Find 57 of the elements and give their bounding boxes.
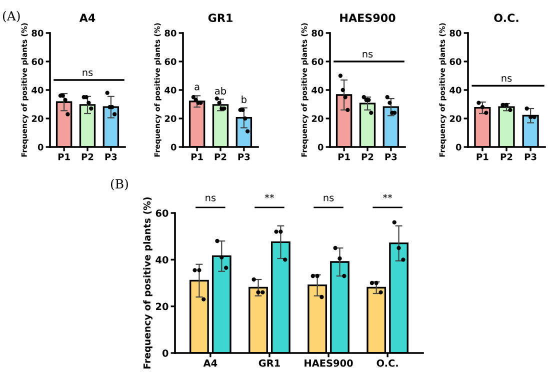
y-tick-label: 20 (450, 115, 462, 122)
annotation: a (194, 84, 200, 90)
annotation: ns (362, 52, 373, 58)
y-tick-label: 60 (312, 58, 324, 66)
y-tick-label: 40 (164, 86, 176, 94)
text: (A) (2, 10, 20, 22)
y-tick-label: 40 (156, 256, 168, 264)
annotation: ns (502, 76, 512, 82)
y-tick-label: 80 (32, 30, 44, 37)
y-tick-label: 0 (38, 144, 44, 151)
x-tick-label: P1 (338, 154, 350, 160)
y-tick-label: 60 (164, 58, 176, 66)
text: ** (383, 194, 392, 198)
annotation: ab (215, 87, 226, 95)
y-tick-label: 20 (32, 115, 44, 122)
y-tick-label: 20 (156, 302, 168, 310)
x-tick-label: P2 (362, 153, 374, 160)
x-tick-label: A4 (203, 360, 218, 367)
text: ** (264, 194, 274, 198)
x-tick-label: P1 (191, 154, 203, 160)
y-tick-label: 0 (170, 144, 176, 151)
y-tick-label: 0 (162, 349, 168, 357)
y-tick-label: 60 (156, 209, 168, 217)
chart-title: GR1 (208, 14, 232, 22)
x-tick-label: P1 (58, 154, 70, 160)
chart-title: HAES900 (340, 14, 396, 22)
x-tick-label: O.C. (376, 359, 398, 367)
y-tick-label: 80 (164, 30, 176, 37)
annotation: b (242, 96, 246, 104)
y-tick-label: 60 (450, 58, 462, 66)
y-tick-label: 40 (312, 86, 324, 94)
text: (B) (110, 178, 128, 190)
x-tick-label: GR1 (258, 359, 280, 367)
y-tick-label: 80 (450, 30, 462, 37)
y-tick-label: 20 (312, 115, 324, 122)
x-tick-label: P3 (385, 153, 397, 160)
x-tick-label: P3 (524, 153, 536, 160)
x-tick-label: P2 (82, 153, 94, 160)
y-tick-label: 40 (32, 86, 44, 94)
annotation: ns (82, 70, 93, 76)
x-tick-label: P2 (500, 153, 512, 160)
x-tick-label: HAES900 (304, 359, 353, 367)
y-tick-label: 20 (164, 115, 176, 122)
chart-title: O.C. (494, 14, 518, 22)
text: ns (206, 196, 216, 202)
y-tick-label: 0 (456, 144, 462, 151)
y-axis-title: Frequency of positive plants (%) (143, 197, 152, 369)
y-tick-label: 80 (312, 30, 324, 37)
y-tick-label: 0 (318, 144, 324, 151)
x-tick-label: P3 (238, 153, 250, 160)
x-tick-label: P1 (476, 154, 488, 160)
y-tick-label: 40 (450, 86, 462, 94)
chart-title: A4 (79, 14, 96, 22)
x-tick-label: P3 (105, 153, 117, 160)
x-tick-label: P2 (214, 153, 226, 160)
y-tick-label: 60 (32, 58, 44, 66)
text: ns (324, 196, 334, 202)
